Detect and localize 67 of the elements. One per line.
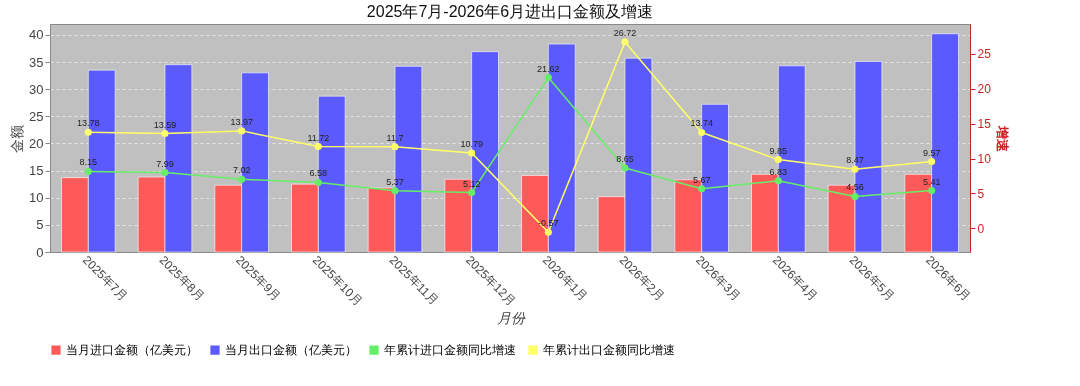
data-label: 11.72 <box>307 132 330 143</box>
y2-tick-label: 0 <box>977 221 985 236</box>
data-label: 13.97 <box>230 116 253 127</box>
y2-tick-label: 15 <box>977 117 992 132</box>
point <box>698 185 706 193</box>
point <box>928 158 936 166</box>
data-label: 11.7 <box>386 132 404 143</box>
point <box>314 143 322 151</box>
y2-tick-label: 25 <box>977 47 992 62</box>
y-tick-label: 15 <box>29 163 44 179</box>
y-tick-label: 20 <box>29 135 44 151</box>
point <box>161 169 169 177</box>
legend-label: 年累计进口金额同比增速 <box>384 343 516 358</box>
data-label: 9.85 <box>769 145 788 156</box>
data-label: 5.37 <box>386 176 404 187</box>
point <box>314 178 322 186</box>
data-label: 6.58 <box>309 168 328 179</box>
point <box>238 127 246 135</box>
point <box>774 177 782 185</box>
point <box>774 156 782 164</box>
data-label: 10.79 <box>460 139 483 150</box>
y-tick-label: 40 <box>29 27 44 43</box>
point <box>391 187 399 195</box>
data-label: 5.41 <box>922 176 941 187</box>
y2-tick-label: 20 <box>977 82 992 97</box>
y-tick-label: 5 <box>36 217 44 233</box>
point <box>84 128 92 136</box>
point <box>544 74 552 82</box>
y-tick-label: 35 <box>29 54 44 70</box>
point <box>621 164 629 172</box>
point <box>84 167 92 175</box>
point <box>161 130 169 138</box>
data-label: 5.12 <box>462 178 481 189</box>
y-tick-label: 25 <box>29 108 44 124</box>
data-label: 7.02 <box>232 165 251 176</box>
legend-label: 当月进口金额（亿美元） <box>66 343 198 358</box>
data-label: 7.99 <box>156 158 174 169</box>
point <box>851 192 859 201</box>
y2-axis-title: 增速 <box>994 124 1010 153</box>
data-label: 8.47 <box>846 155 864 166</box>
data-label: 21.62 <box>537 63 560 74</box>
legend-label: 年累计出口金额同比增速 <box>543 343 675 358</box>
y2-tick-label: 5 <box>977 186 985 201</box>
data-label: 8.15 <box>79 157 98 168</box>
point <box>928 187 936 195</box>
legend-label: 当月出口金额（亿美元） <box>225 343 357 358</box>
point <box>851 165 859 173</box>
y-tick-label: 10 <box>29 190 44 206</box>
point <box>391 143 399 151</box>
data-label: 13.59 <box>153 119 177 130</box>
data-label: -0.57 <box>538 218 559 229</box>
point <box>698 128 706 137</box>
point <box>468 189 476 197</box>
y-axis-title: 金额 <box>9 124 26 153</box>
chart-title: 2025年7月-2026年6月进出口金额及增速 <box>366 3 654 20</box>
data-label: 13.78 <box>77 118 100 129</box>
point <box>238 175 246 183</box>
data-label: 9.57 <box>922 147 941 158</box>
y2-tick-label: 10 <box>977 152 992 167</box>
data-label: 26.72 <box>613 27 637 38</box>
data-label: 6.83 <box>769 166 788 177</box>
x-axis-title: 月份 <box>496 309 526 326</box>
point <box>544 228 552 236</box>
y-tick-label: 0 <box>36 244 44 260</box>
point <box>468 149 476 157</box>
y-tick-label: 30 <box>29 81 44 97</box>
point <box>621 38 629 46</box>
